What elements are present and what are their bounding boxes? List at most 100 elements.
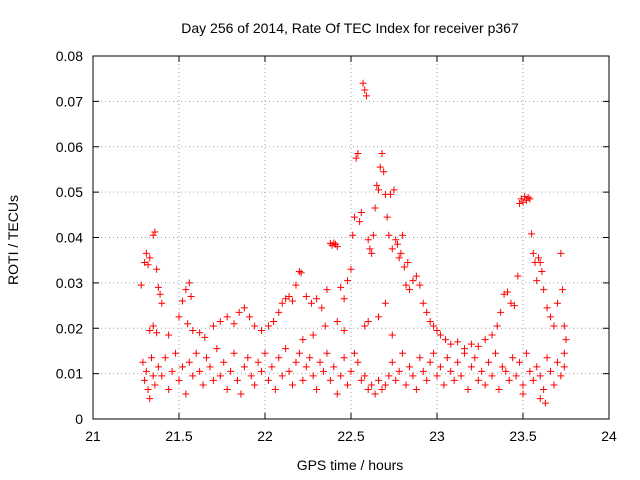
data-point: [375, 313, 383, 321]
data-point: [192, 349, 200, 357]
data-point: [540, 386, 548, 394]
data-point: [275, 308, 283, 316]
x-axis-ticks: 21 21.5 22 22.5 23 23.5 24: [85, 56, 617, 444]
data-point: [350, 213, 358, 221]
data-point: [536, 372, 544, 380]
data-point: [333, 243, 341, 251]
data-point: [172, 349, 180, 357]
data-point: [178, 363, 186, 371]
data-point: [557, 249, 565, 257]
data-point: [223, 313, 231, 321]
data-point: [392, 236, 400, 244]
data-point: [373, 181, 381, 189]
data-point: [316, 358, 324, 366]
data-point: [240, 304, 248, 312]
data-point: [153, 265, 161, 273]
data-point: [395, 367, 403, 375]
data-point: [295, 268, 303, 276]
y-axis-ticks: 0 0.01 0.02 0.03 0.04 0.05 0.06 0.07 0.08: [56, 48, 609, 427]
data-point: [340, 327, 348, 335]
data-point: [440, 381, 448, 389]
data-point: [144, 261, 152, 269]
data-point: [412, 272, 420, 280]
data-point: [154, 283, 162, 291]
chart-title: Day 256 of 2014, Rate Of TEC Index for r…: [181, 20, 519, 36]
data-point: [233, 376, 241, 384]
data-point: [430, 322, 438, 330]
data-point: [149, 322, 157, 330]
data-point: [522, 349, 530, 357]
data-point: [433, 372, 441, 380]
data-point: [404, 258, 412, 266]
data-point: [357, 376, 365, 384]
data-point: [175, 313, 183, 321]
data-point: [278, 299, 286, 307]
data-point: [349, 231, 357, 239]
data-point: [151, 228, 159, 236]
data-point: [560, 349, 568, 357]
data-point: [557, 372, 565, 380]
data-point: [375, 376, 383, 384]
data-point: [258, 327, 266, 335]
data-point: [474, 342, 482, 350]
data-point: [337, 283, 345, 291]
data-point: [146, 395, 154, 403]
data-point: [388, 331, 396, 339]
data-point: [385, 372, 393, 380]
data-point: [168, 367, 176, 375]
data-point: [206, 363, 214, 371]
data-point: [246, 313, 254, 321]
data-point: [450, 376, 458, 384]
data-point: [504, 288, 512, 296]
data-point: [485, 358, 493, 366]
data-point: [161, 354, 169, 362]
data-point: [526, 367, 534, 375]
data-point: [454, 338, 462, 346]
data-point: [528, 230, 536, 238]
data-point: [361, 322, 369, 330]
data-point: [340, 295, 348, 303]
data-point: [364, 386, 372, 394]
x-tick-label: 23.5: [509, 428, 536, 444]
data-point: [526, 195, 534, 203]
data-point: [423, 308, 431, 316]
data-point: [397, 249, 405, 257]
data-point: [491, 349, 499, 357]
data-point: [541, 399, 549, 407]
data-point: [509, 354, 517, 362]
data-point: [285, 292, 293, 300]
data-point: [299, 336, 307, 344]
data-point: [447, 340, 455, 348]
data-point: [142, 367, 150, 375]
grid-lines: [93, 56, 609, 419]
data-point: [409, 277, 417, 285]
data-point: [142, 249, 150, 257]
data-point: [137, 281, 145, 289]
data-point: [454, 358, 462, 366]
data-point: [376, 163, 384, 171]
data-point: [149, 372, 157, 380]
data-point: [309, 372, 317, 380]
data-point: [319, 367, 327, 375]
data-point: [230, 320, 238, 328]
data-point: [175, 376, 183, 384]
data-point: [553, 299, 561, 307]
data-point: [497, 308, 505, 316]
data-point: [361, 372, 369, 380]
data-point: [493, 322, 501, 330]
data-point: [547, 313, 555, 321]
data-point: [209, 322, 217, 330]
data-point: [313, 295, 321, 303]
data-point: [514, 272, 522, 280]
data-point: [185, 358, 193, 366]
data-point: [369, 231, 377, 239]
y-tick-label: 0.07: [56, 93, 83, 109]
data-point: [333, 390, 341, 398]
data-point: [390, 186, 398, 194]
data-point: [223, 386, 231, 394]
data-point: [560, 322, 568, 330]
data-point: [443, 354, 451, 362]
data-point: [292, 358, 300, 366]
data-point: [399, 231, 407, 239]
data-point: [307, 299, 315, 307]
